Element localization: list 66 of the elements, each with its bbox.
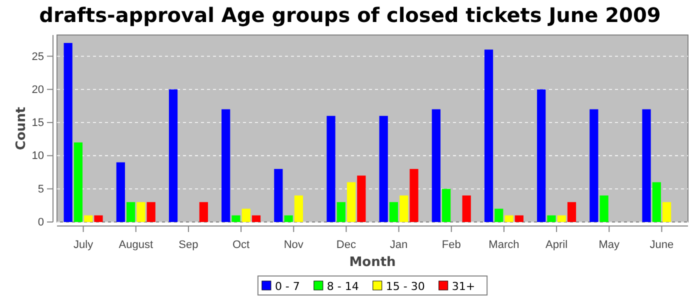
- bar: [357, 176, 366, 222]
- x-tick-label: August: [118, 239, 153, 252]
- y-tick-label: 25: [32, 50, 44, 63]
- bar: [590, 109, 598, 222]
- bar: [326, 116, 336, 222]
- bar: [336, 202, 346, 222]
- bar: [504, 215, 514, 222]
- x-tick-label: Dec: [336, 239, 356, 252]
- x-tick-label: Jan: [390, 239, 408, 252]
- y-tick-label: 5: [38, 183, 44, 196]
- bar: [432, 109, 440, 222]
- bar: [252, 215, 261, 222]
- bar: [232, 215, 240, 222]
- bar: [199, 202, 208, 222]
- bar: [126, 202, 136, 222]
- legend-label: 0 - 7: [274, 280, 300, 293]
- bar: [410, 168, 418, 222]
- x-axis-title: Month: [349, 255, 396, 270]
- chart-title: drafts-approval Age groups of closed tickets June 2009: [39, 3, 661, 27]
- bar: [168, 89, 178, 222]
- bar: [514, 215, 524, 222]
- x-tick-label: Oct: [232, 239, 250, 252]
- x-tick-label: Nov: [284, 239, 304, 252]
- bar: [547, 215, 556, 222]
- legend-label: 31+: [452, 280, 476, 293]
- x-tick-label: July: [74, 239, 94, 252]
- bar: [116, 162, 125, 222]
- bar: [146, 202, 156, 222]
- legend-label: 15 - 30: [386, 280, 425, 293]
- bar: [274, 168, 283, 222]
- bar: [284, 215, 293, 222]
- bar: [537, 89, 546, 222]
- bar: [662, 202, 672, 222]
- y-tick-label: 10: [32, 150, 44, 162]
- bar: [494, 208, 504, 222]
- y-tick-label: 20: [32, 84, 44, 96]
- bar: [389, 202, 398, 222]
- bar: [242, 208, 250, 222]
- bar: [346, 182, 356, 222]
- bar: [64, 42, 72, 222]
- bar: [74, 142, 83, 222]
- bar: [462, 195, 471, 222]
- bar: [294, 195, 303, 222]
- bar: [136, 202, 146, 222]
- bar: [222, 109, 230, 222]
- bar: [642, 109, 651, 222]
- bar: [652, 182, 661, 222]
- y-axis-title: Count: [14, 106, 29, 150]
- bar: [600, 195, 608, 222]
- legend-label: 8 - 14: [326, 280, 359, 293]
- x-tick-label: April: [546, 239, 568, 252]
- y-tick-label: 0: [38, 216, 44, 229]
- bar: [484, 50, 494, 222]
- bar: [94, 215, 103, 222]
- bar: [567, 202, 576, 222]
- bar: [84, 215, 93, 222]
- y-tick-label: 15: [32, 117, 44, 130]
- x-tick-label: May: [598, 239, 620, 252]
- x-tick-label: Sep: [178, 239, 198, 252]
- bar: [442, 188, 451, 222]
- bar: [379, 116, 388, 222]
- x-tick-label: Feb: [442, 239, 461, 252]
- bar: [557, 215, 566, 222]
- x-tick-label: June: [650, 239, 674, 252]
- x-tick-label: March: [488, 239, 520, 252]
- bar: [400, 195, 408, 222]
